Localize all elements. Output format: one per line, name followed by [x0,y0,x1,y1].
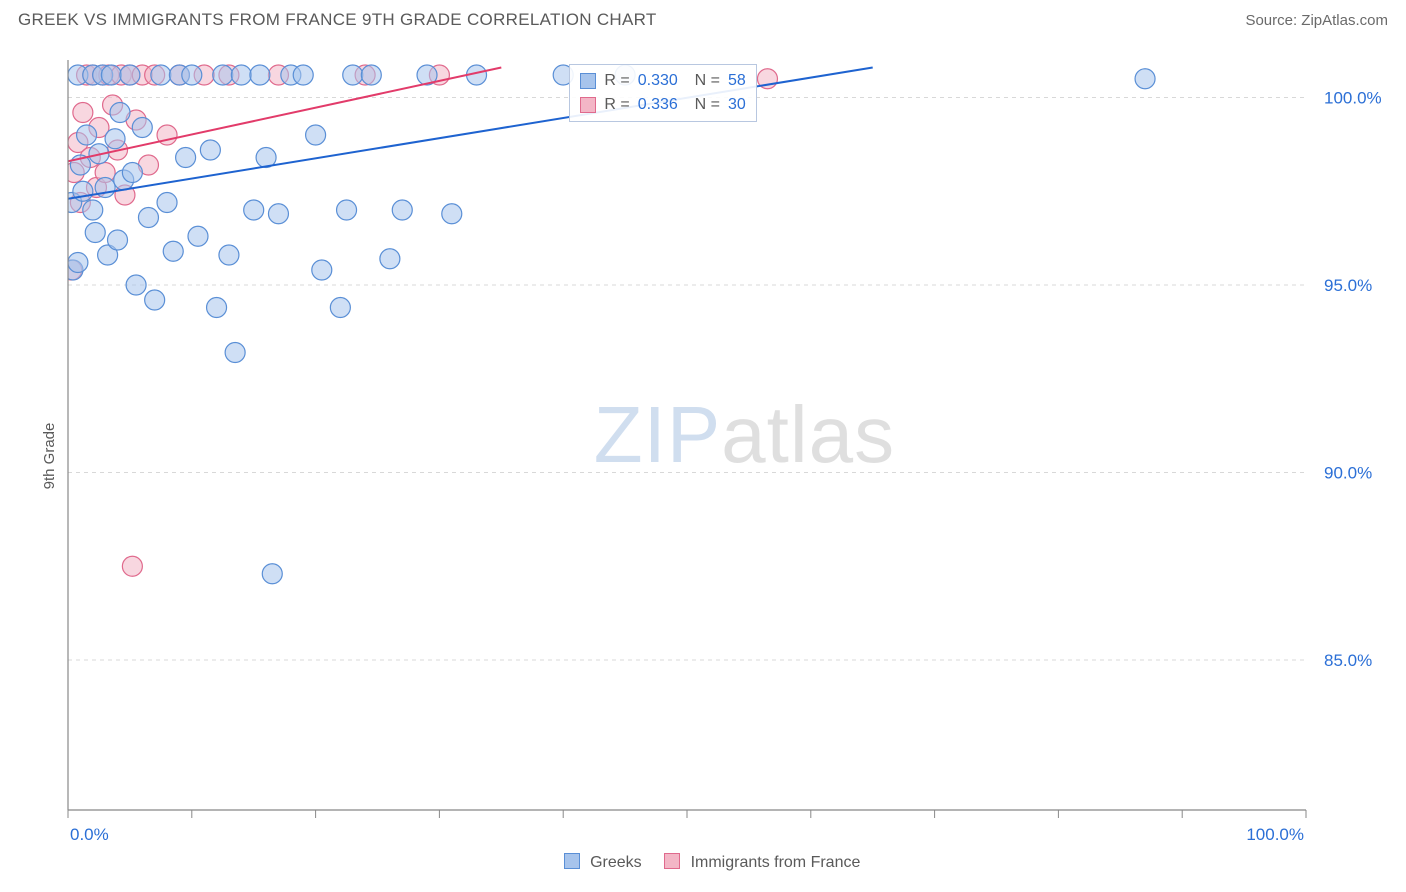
stats-n-label: N = [686,93,720,117]
stats-r-label: R = [604,69,629,93]
scatter-point [188,226,208,246]
scatter-point [176,148,196,168]
y-tick-label: 95.0% [1324,276,1372,295]
stats-row: R = 0.336 N = 30 [580,93,745,117]
stats-n-label: N = [686,69,720,93]
scatter-point [110,103,130,123]
scatter-point [120,65,140,85]
scatter-point [1135,69,1155,89]
scatter-point [312,260,332,280]
scatter-point [85,223,105,243]
scatter-point [250,65,270,85]
scatter-point [361,65,381,85]
scatter-point [343,65,363,85]
scatter-point [105,129,125,149]
scatter-point [330,298,350,318]
y-tick-label: 90.0% [1324,464,1372,483]
x-tick-label: 0.0% [70,825,109,844]
scatter-point [138,208,158,228]
legend-swatch-france [664,853,680,869]
x-tick-label: 100.0% [1246,825,1304,844]
scatter-point [122,163,142,183]
scatter-point [73,103,93,123]
scatter-point [231,65,251,85]
chart-source: Source: ZipAtlas.com [1245,12,1388,29]
stats-n-value: 30 [728,93,746,117]
stats-swatch [580,97,596,113]
scatter-point [392,200,412,220]
scatter-point [101,65,121,85]
scatter-point [68,253,88,273]
scatter-point [293,65,313,85]
scatter-point [83,200,103,220]
scatter-point [306,125,326,145]
scatter-point [225,343,245,363]
stats-n-value: 58 [728,69,746,93]
scatter-point [262,564,282,584]
scatter-point [163,241,183,261]
chart-area: 9th Grade 85.0%90.0%95.0%100.0%0.0%100.0… [20,40,1386,872]
scatter-point [219,245,239,265]
scatter-point [151,65,171,85]
stats-swatch [580,73,596,89]
y-tick-label: 85.0% [1324,651,1372,670]
scatter-point [77,125,97,145]
stats-r-value: 0.336 [638,93,678,117]
scatter-point [126,275,146,295]
scatter-point [132,118,152,138]
stats-r-value: 0.330 [638,69,678,93]
legend-label-greeks: Greeks [590,854,642,871]
legend-label-france: Immigrants from France [691,854,861,871]
scatter-plot: 85.0% 90.0% 95.0% 100.0% 0.0% 100.0% [54,40,1386,872]
scatter-point [122,556,142,576]
scatter-point [337,200,357,220]
scatter-point [207,298,227,318]
legend-swatch-greeks [564,853,580,869]
scatter-point [182,65,202,85]
scatter-point [145,290,165,310]
scatter-point [200,140,220,160]
scatter-point [213,65,233,85]
legend-bottom: Greeks Immigrants from France [20,853,1386,872]
chart-title: GREEK VS IMMIGRANTS FROM FRANCE 9TH GRAD… [18,10,657,30]
y-tick-label: 100.0% [1324,89,1382,108]
scatter-point [268,204,288,224]
scatter-point [157,193,177,213]
scatter-point [380,249,400,269]
correlation-stats-box: R = 0.330 N = 58R = 0.336 N = 30 [569,64,756,122]
stats-row: R = 0.330 N = 58 [580,69,745,93]
scatter-point [244,200,264,220]
scatter-point [442,204,462,224]
scatter-point [108,230,128,250]
stats-r-label: R = [604,93,629,117]
chart-header: GREEK VS IMMIGRANTS FROM FRANCE 9TH GRAD… [0,0,1406,38]
